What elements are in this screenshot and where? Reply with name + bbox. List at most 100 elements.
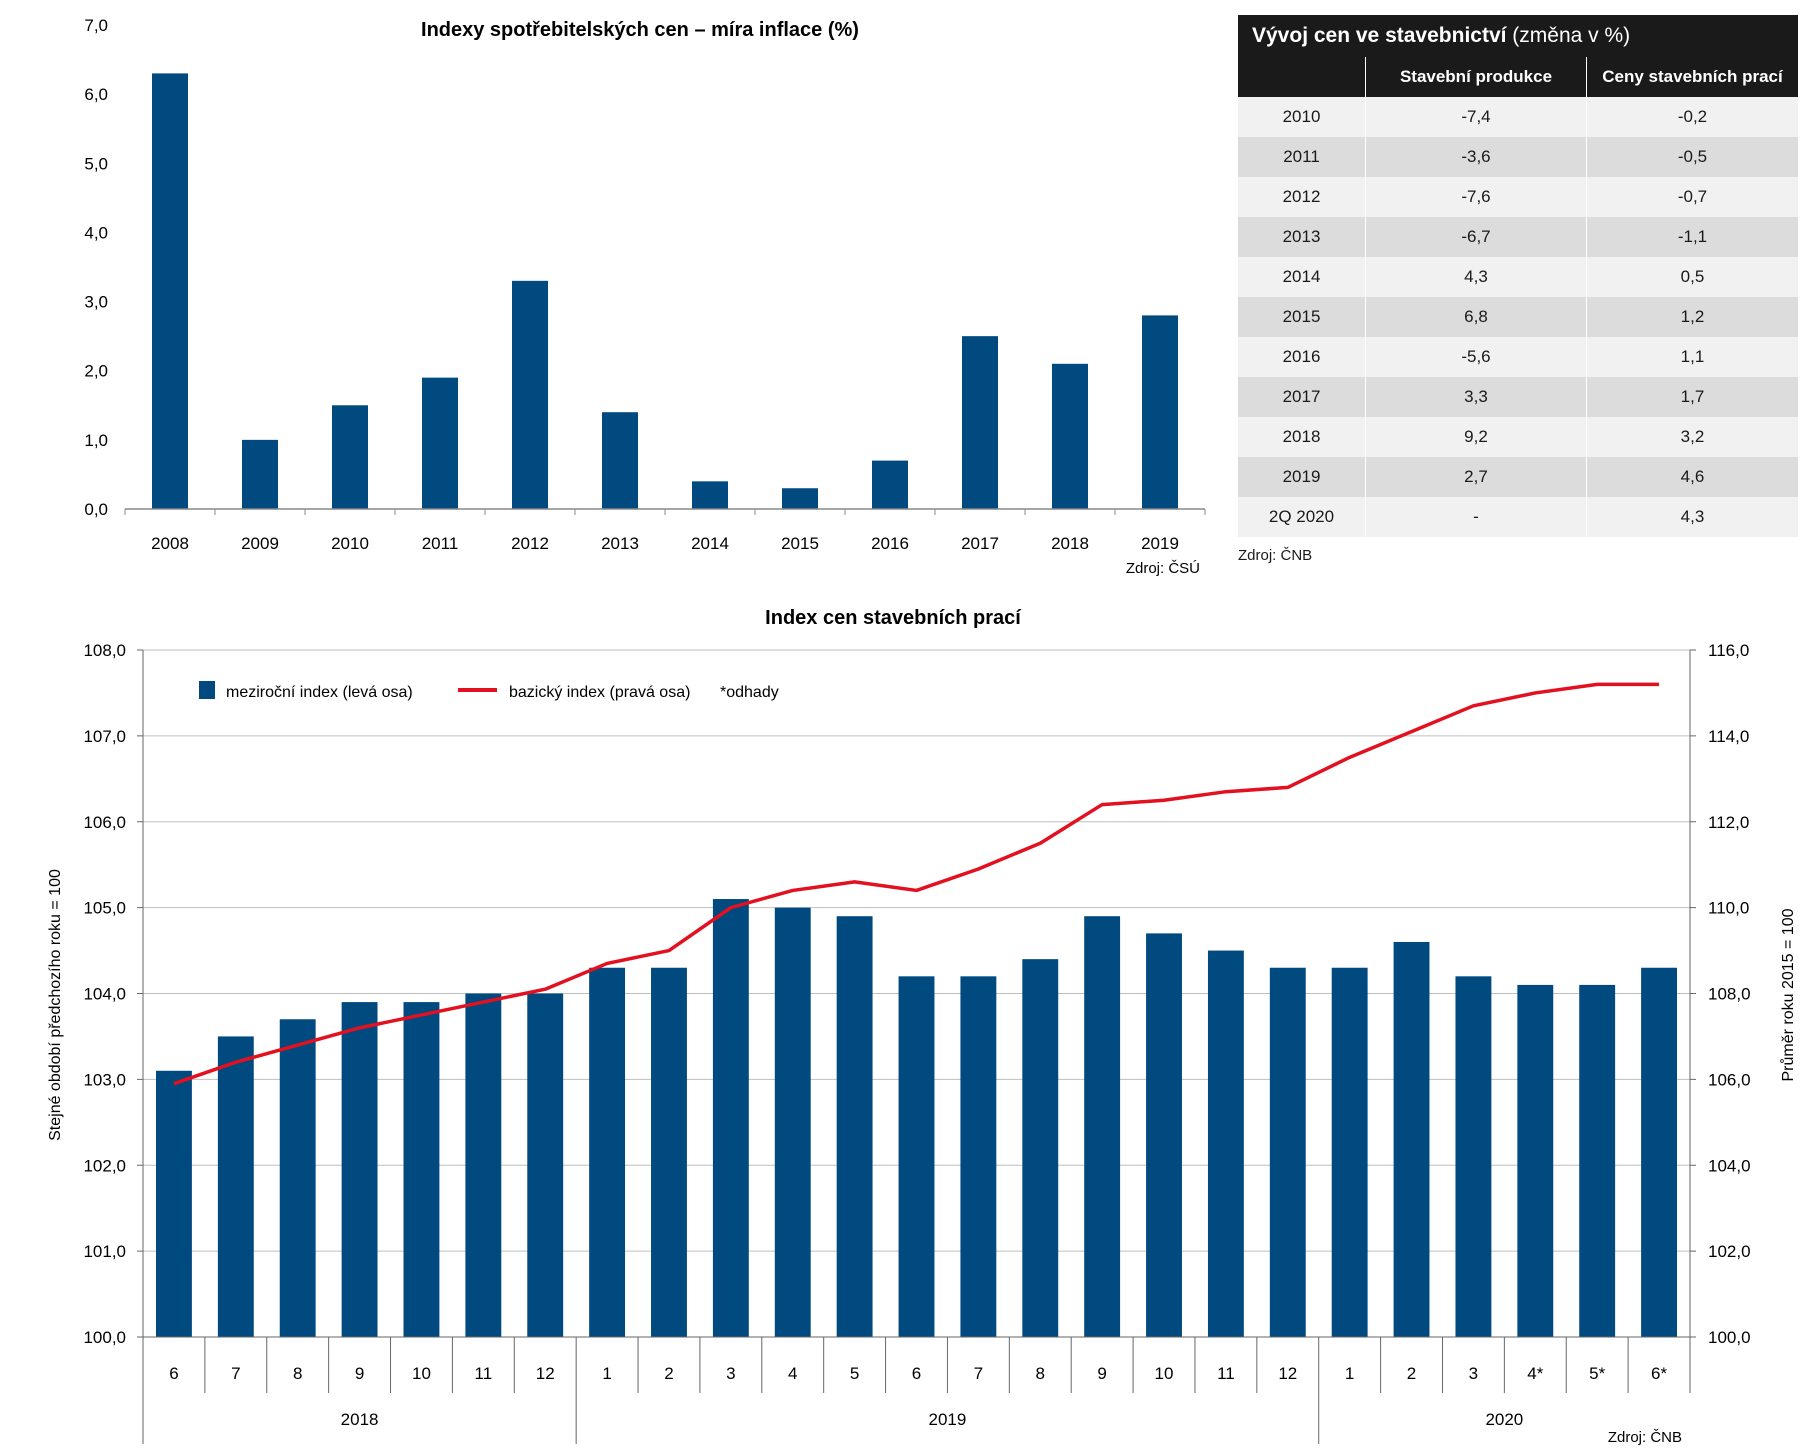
month-tick-label: 3	[726, 1364, 735, 1383]
construction-price-table: Vývoj cen ve stavebnictví (změna v %) St…	[1238, 15, 1798, 564]
table-cell-prices: 1,1	[1586, 337, 1798, 377]
month-tick-label: 10	[412, 1364, 431, 1383]
legend-line-label: bazický index (pravá osa)	[509, 684, 690, 701]
legend-bar-swatch	[199, 681, 215, 699]
index-bar	[960, 976, 997, 1337]
month-tick-label: 12	[1278, 1364, 1297, 1383]
cpi-x-tick-label: 2009	[241, 534, 279, 553]
table-header-row: Stavební produkce Ceny stavebních prací	[1238, 57, 1798, 97]
left-y-tick-label: 104,0	[83, 985, 126, 1004]
month-tick-label: 9	[355, 1364, 364, 1383]
index-bar	[155, 1070, 192, 1337]
cpi-bar-2009	[242, 439, 278, 509]
table-cell-production: -5,6	[1365, 337, 1587, 377]
table-cell-production: 3,3	[1365, 377, 1587, 417]
right-y-tick-label: 104,0	[1708, 1156, 1751, 1175]
index-bar	[1641, 967, 1678, 1337]
cpi-source: Zdroj: ČSÚ	[1126, 560, 1200, 577]
cpi-bar-2012	[512, 280, 548, 509]
table-cell-year: 2012	[1238, 177, 1366, 217]
left-axis-label: Stejné období předchozího roku = 100	[47, 869, 64, 1141]
table-cell-prices: -1,1	[1586, 217, 1798, 257]
table-cell-prices: 1,2	[1586, 297, 1798, 337]
legend-note: *odhady	[720, 684, 779, 701]
table-cell-production: 6,8	[1365, 297, 1587, 337]
table-cell-year: 2019	[1238, 457, 1366, 497]
index-bar	[465, 993, 502, 1337]
month-tick-label: 5*	[1589, 1364, 1605, 1383]
right-y-tick-label: 102,0	[1708, 1242, 1751, 1261]
table-row: 2011 -3,6 -0,5	[1238, 137, 1798, 177]
right-y-tick-label: 106,0	[1708, 1070, 1751, 1089]
cpi-x-tick-label: 2017	[961, 534, 999, 553]
table-cell-year: 2016	[1238, 337, 1366, 377]
table-row: 2016 -5,6 1,1	[1238, 337, 1798, 377]
year-group-label: 2020	[1485, 1410, 1523, 1429]
table-cell-production: -7,6	[1365, 177, 1587, 217]
left-y-tick-label: 106,0	[83, 813, 126, 832]
left-y-tick-label: 100,0	[83, 1328, 126, 1347]
table-row: 2Q 2020-4,3	[1238, 497, 1798, 537]
legend-bar-label: meziroční index (levá osa)	[226, 684, 413, 701]
cpi-x-tick-label: 2010	[331, 534, 369, 553]
table-row: 2015 6,8 1,2	[1238, 297, 1798, 337]
table-cell-prices: 4,6	[1586, 457, 1798, 497]
left-y-tick-label: 105,0	[83, 899, 126, 918]
month-tick-label: 6*	[1651, 1364, 1667, 1383]
index-source: Zdroj: ČNB	[1608, 1429, 1682, 1446]
index-bar	[1393, 941, 1430, 1337]
right-y-tick-label: 100,0	[1708, 1328, 1751, 1347]
table-cell-production: 4,3	[1365, 257, 1587, 297]
index-bar	[651, 967, 687, 1337]
table-source: Zdroj: ČNB	[1238, 547, 1313, 564]
index-bar	[1579, 984, 1616, 1337]
index-bar	[1331, 967, 1368, 1337]
table-cell-prices: 3,2	[1586, 417, 1798, 457]
right-y-tick-label: 116,0	[1708, 641, 1749, 660]
year-group-label: 2019	[929, 1410, 967, 1429]
index-bar	[836, 916, 873, 1337]
header-year	[1238, 57, 1366, 97]
index-bar	[341, 1002, 378, 1337]
cpi-y-tick-label: 3,0	[84, 293, 108, 312]
month-tick-label: 2	[664, 1364, 673, 1383]
table-cell-year: 2018	[1238, 417, 1366, 457]
table-cell-year: 2010	[1238, 97, 1366, 137]
cpi-bar-2015	[782, 488, 818, 509]
index-bar	[589, 967, 626, 1337]
month-tick-label: 7	[974, 1364, 983, 1383]
cpi-y-tick-label: 5,0	[84, 154, 108, 173]
table-cell-year: 2013	[1238, 217, 1366, 257]
month-tick-label: 2	[1407, 1364, 1416, 1383]
index-bar	[527, 993, 564, 1337]
cpi-chart-title: Indexy spotřebitelských cen – míra infla…	[421, 19, 859, 41]
left-y-tick-label: 102,0	[83, 1156, 126, 1175]
index-bar	[279, 1019, 316, 1337]
index-bar	[898, 976, 935, 1337]
table-cell-production: -6,7	[1365, 217, 1587, 257]
cpi-bar-2013	[602, 412, 638, 509]
cpi-x-tick-label: 2011	[422, 534, 459, 553]
month-tick-label: 3	[1469, 1364, 1478, 1383]
table-cell-year: 2015	[1238, 297, 1366, 337]
left-y-tick-label: 108,0	[83, 641, 126, 660]
cpi-x-tick-label: 2014	[691, 534, 729, 553]
table-title: Vývoj cen ve stavebnictví (změna v %)	[1238, 15, 1798, 57]
right-y-tick-label: 114,0	[1708, 727, 1749, 746]
index-bar	[1084, 916, 1121, 1337]
table-cell-production: 2,7	[1365, 457, 1587, 497]
month-tick-label: 7	[231, 1364, 240, 1383]
cpi-y-tick-label: 7,0	[84, 16, 108, 35]
month-tick-label: 5	[850, 1364, 859, 1383]
table-row: 2012 -7,6 -0,7	[1238, 177, 1798, 217]
right-y-tick-label: 110,0	[1708, 899, 1749, 918]
month-tick-label: 12	[536, 1364, 555, 1383]
month-tick-label: 1	[1345, 1364, 1354, 1383]
cpi-bar-2017	[962, 336, 998, 509]
header-production: Stavební produkce	[1365, 57, 1587, 97]
table-cell-prices: -0,5	[1586, 137, 1798, 177]
table-cell-prices: 4,3	[1586, 497, 1798, 537]
cpi-y-tick-label: 2,0	[84, 362, 108, 381]
index-bar	[1207, 950, 1244, 1337]
right-y-tick-label: 108,0	[1708, 985, 1751, 1004]
